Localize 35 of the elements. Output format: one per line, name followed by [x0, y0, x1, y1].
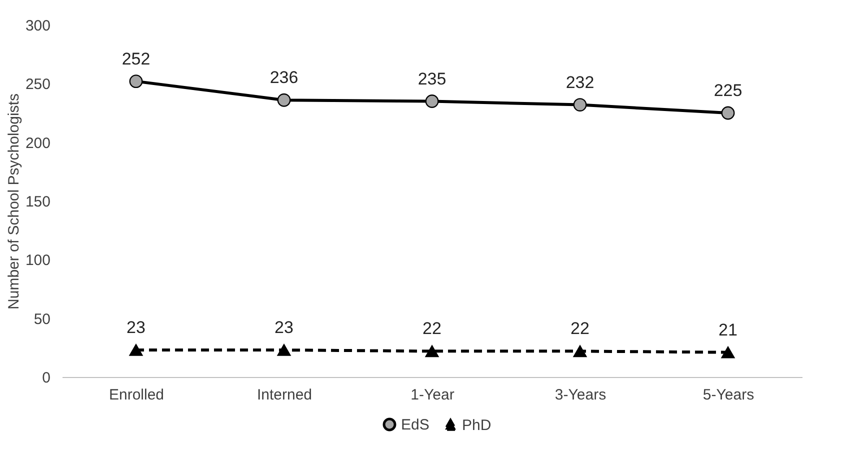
point [721, 346, 735, 358]
y-tick-label: 300 [25, 18, 50, 34]
y-tick-label: 50 [34, 310, 50, 328]
y-tick-label: 250 [25, 76, 50, 94]
point [573, 98, 587, 112]
y-tick-label: 100 [25, 252, 50, 270]
y-tick-label: 150 [25, 194, 50, 210]
legend-label: EdS [401, 416, 430, 434]
x-tick-label: Interned [256, 386, 312, 404]
x-tick-label: 5-Years [702, 386, 754, 404]
data-label: 252 [122, 49, 150, 68]
point [573, 345, 587, 358]
point [129, 344, 143, 356]
data-label: 235 [418, 69, 446, 88]
data-label: 225 [714, 81, 742, 100]
data-label: 236 [270, 68, 298, 88]
point [277, 344, 291, 356]
y-tick-label: 0 [42, 370, 50, 386]
point [277, 93, 291, 107]
data-label: 21 [718, 320, 738, 340]
x-tick-label: 3-Years [554, 386, 606, 404]
data-label: 22 [570, 319, 590, 338]
point [425, 345, 439, 358]
y-tick-label: 200 [25, 134, 50, 152]
data-label: 232 [566, 72, 594, 92]
data-label: 23 [126, 318, 146, 338]
x-tick-label: 1-Year [410, 386, 454, 404]
y-axis-title: Number of School Psychologists [5, 94, 22, 310]
point [425, 94, 439, 108]
data-label: 23 [274, 318, 294, 338]
x-tick-label: Enrolled [108, 386, 164, 404]
point [129, 74, 143, 88]
data-label: 22 [422, 319, 442, 338]
point [721, 106, 735, 120]
legend-label: PhD [462, 416, 492, 434]
